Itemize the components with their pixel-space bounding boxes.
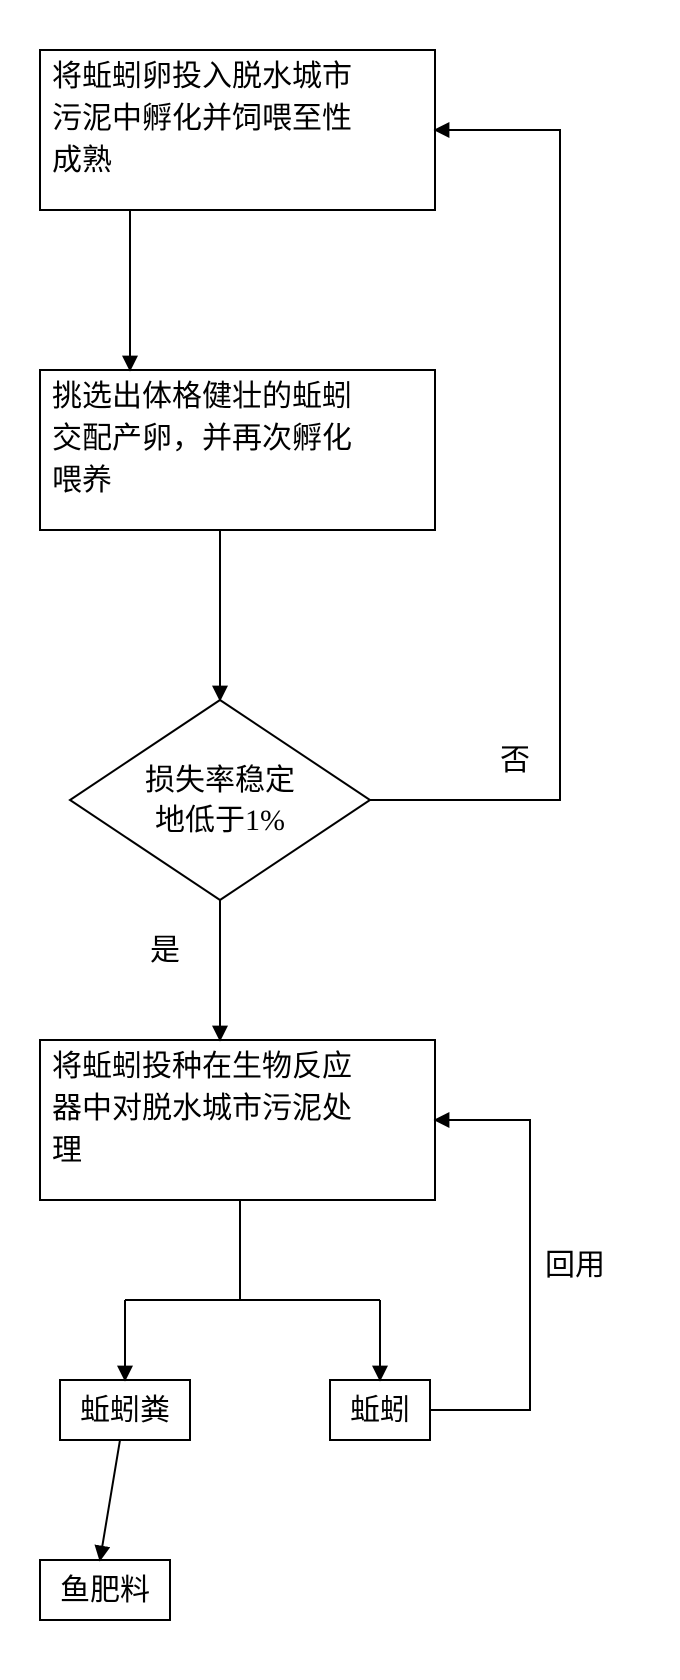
node-step3-text-0: 将蚯蚓投种在生物反应 — [52, 1050, 352, 1083]
node-step3-text-1: 器中对脱水城市污泥处 — [52, 1092, 352, 1125]
node-step3-text-2: 理 — [52, 1134, 82, 1167]
node-step1-text-0: 将蚯蚓卵投入脱水城市 — [52, 60, 352, 93]
label-reuse: 回用 — [545, 1249, 605, 1282]
edge-out1-out3 — [100, 1440, 120, 1560]
node-out2-text-0: 蚯蚓 — [350, 1394, 410, 1427]
label-yes: 是 — [150, 934, 180, 967]
node-step2-text-2: 喂养 — [52, 464, 112, 497]
node-out3-text-0: 鱼肥料 — [60, 1574, 150, 1607]
node-step2-text-0: 挑选出体格健壮的蚯蚓 — [52, 380, 352, 413]
node-decision-text-1: 地低于1% — [155, 804, 285, 837]
node-decision — [70, 700, 370, 900]
node-decision-text-0: 损失率稳定 — [145, 764, 295, 797]
label-no: 否 — [500, 744, 530, 777]
edge-reuse — [430, 1120, 530, 1410]
node-step1-text-2: 成熟 — [52, 144, 112, 177]
edge-dec-no — [370, 130, 560, 800]
node-step1-text-1: 污泥中孵化并饲喂至性 — [52, 102, 352, 135]
node-step2-text-1: 交配产卵，并再次孵化 — [52, 422, 352, 455]
node-out1-text-0: 蚯蚓粪 — [80, 1394, 170, 1427]
